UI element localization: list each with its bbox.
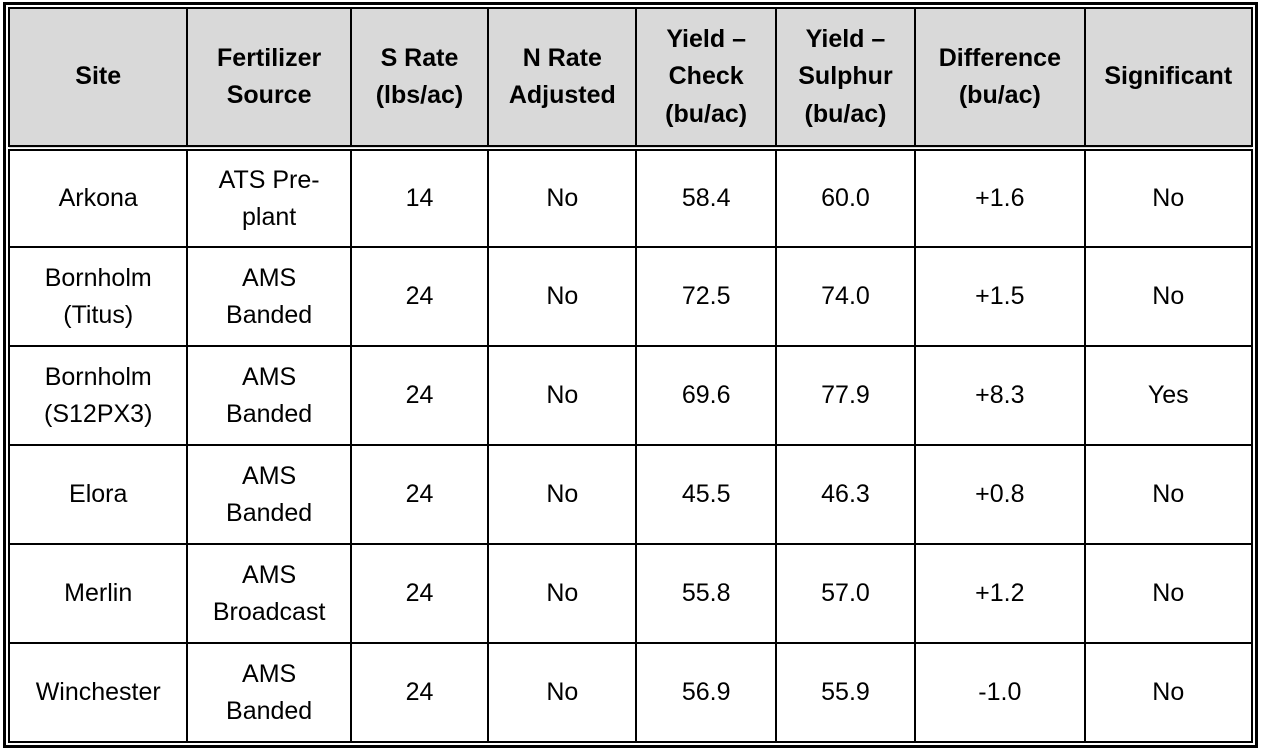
column-header-fertilizer_source: Fertilizer Source xyxy=(186,7,352,151)
cell-n_rate_adjusted: No xyxy=(487,246,638,347)
cell-significant: No xyxy=(1083,147,1254,248)
cell-difference: +1.6 xyxy=(914,147,1086,248)
results-table: Site Fertilizer Source S Rate (lbs/ac) N Ra… xyxy=(7,7,1254,743)
cell-site: Arkona xyxy=(7,147,189,248)
cell-yield_sulphur: 55.9 xyxy=(774,642,917,743)
cell-s_rate: 24 xyxy=(349,543,490,644)
cell-s_rate: 24 xyxy=(349,642,490,743)
cell-n_rate_adjusted: No xyxy=(487,147,638,248)
cell-s_rate: 14 xyxy=(349,147,490,248)
results-table-frame: Site Fertilizer Source S Rate (lbs/ac) N Ra… xyxy=(3,2,1258,748)
cell-fertilizer_source: AMS Banded xyxy=(186,345,352,446)
table-row: Arkona ATS Pre- plant 14 No 58.4 60.0 +1.6 No xyxy=(7,147,1254,248)
cell-fertilizer_source: AMS Banded xyxy=(186,642,352,743)
column-header-s_rate: S Rate (lbs/ac) xyxy=(349,7,490,151)
cell-yield_check: 69.6 xyxy=(635,345,777,446)
cell-fertilizer_source: AMS Banded xyxy=(186,246,352,347)
cell-site: Elora xyxy=(7,444,189,545)
cell-fertilizer_source: AMS Broadcast xyxy=(186,543,352,644)
cell-significant: No xyxy=(1083,642,1254,743)
cell-yield_sulphur: 46.3 xyxy=(774,444,917,545)
cell-difference: +8.3 xyxy=(914,345,1086,446)
cell-significant: No xyxy=(1083,246,1254,347)
cell-difference: +1.2 xyxy=(914,543,1086,644)
cell-n_rate_adjusted: No xyxy=(487,642,638,743)
cell-yield_sulphur: 57.0 xyxy=(774,543,917,644)
column-header-yield_check: Yield – Check (bu/ac) xyxy=(635,7,777,151)
cell-yield_check: 45.5 xyxy=(635,444,777,545)
table-row: Merlin AMS Broadcast 24 No 55.8 57.0 +1.2 No xyxy=(7,543,1254,644)
cell-yield_sulphur: 77.9 xyxy=(774,345,917,446)
cell-site: Bornholm (Titus) xyxy=(7,246,189,347)
cell-yield_check: 56.9 xyxy=(635,642,777,743)
cell-n_rate_adjusted: No xyxy=(487,345,638,446)
cell-significant: No xyxy=(1083,543,1254,644)
cell-yield_check: 58.4 xyxy=(635,147,777,248)
cell-n_rate_adjusted: No xyxy=(487,444,638,545)
column-header-yield_sulphur: Yield – Sulphur (bu/ac) xyxy=(774,7,917,151)
column-header-site: Site xyxy=(7,7,189,151)
cell-yield_check: 72.5 xyxy=(635,246,777,347)
cell-yield_check: 55.8 xyxy=(635,543,777,644)
cell-significant: Yes xyxy=(1083,345,1254,446)
cell-difference: +1.5 xyxy=(914,246,1086,347)
cell-site: Bornholm (S12PX3) xyxy=(7,345,189,446)
table-row: Winchester AMS Banded 24 No 56.9 55.9 -1.0 No xyxy=(7,642,1254,743)
cell-s_rate: 24 xyxy=(349,345,490,446)
cell-fertilizer_source: ATS Pre- plant xyxy=(186,147,352,248)
cell-yield_sulphur: 60.0 xyxy=(774,147,917,248)
table-row: Elora AMS Banded 24 No 45.5 46.3 +0.8 No xyxy=(7,444,1254,545)
table-row: Bornholm (Titus) AMS Banded 24 No 72.5 74.0 +1… xyxy=(7,246,1254,347)
cell-site: Merlin xyxy=(7,543,189,644)
cell-difference: -1.0 xyxy=(914,642,1086,743)
cell-significant: No xyxy=(1083,444,1254,545)
table-row: Bornholm (S12PX3) AMS Banded 24 No 69.6 77.9 +… xyxy=(7,345,1254,446)
column-header-significant: Significant xyxy=(1083,7,1254,151)
column-header-difference: Difference (bu/ac) xyxy=(914,7,1086,151)
cell-n_rate_adjusted: No xyxy=(487,543,638,644)
cell-site: Winchester xyxy=(7,642,189,743)
table-header-row: Site Fertilizer Source S Rate (lbs/ac) N Ra… xyxy=(7,7,1254,151)
cell-fertilizer_source: AMS Banded xyxy=(186,444,352,545)
column-header-n_rate_adjusted: N Rate Adjusted xyxy=(487,7,638,151)
cell-difference: +0.8 xyxy=(914,444,1086,545)
cell-s_rate: 24 xyxy=(349,246,490,347)
cell-yield_sulphur: 74.0 xyxy=(774,246,917,347)
cell-s_rate: 24 xyxy=(349,444,490,545)
